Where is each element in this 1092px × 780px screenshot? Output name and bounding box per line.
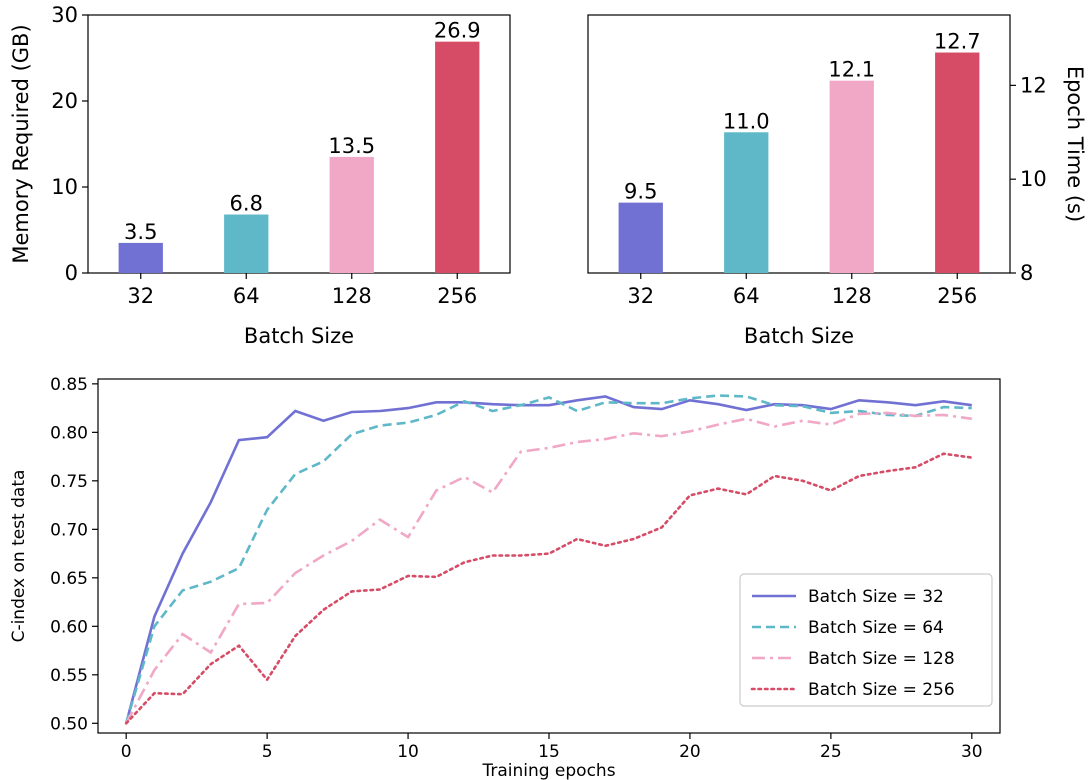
epoch-time-x-axis-label: Batch Size: [744, 324, 854, 348]
x-tick-label: 32: [127, 284, 154, 308]
x-tick-label: 64: [233, 284, 260, 308]
y-tick-label: 0.85: [50, 375, 88, 395]
x-tick-label: 256: [437, 284, 477, 308]
x-tick-label: 20: [679, 742, 701, 762]
y-tick-label: 0.60: [50, 617, 88, 637]
legend-entry-label: Batch Size = 256: [808, 680, 955, 700]
y-tick-label: 20: [51, 89, 78, 113]
memory-y-axis-label: Memory Required (GB): [9, 24, 33, 263]
x-tick-label: 128: [832, 284, 872, 308]
bar-value-label: 11.0: [723, 109, 770, 133]
x-tick-label: 0: [121, 742, 132, 762]
bar-128: [329, 156, 374, 273]
c-index-x-axis-label: Training epochs: [481, 761, 615, 780]
x-tick-label: 25: [820, 742, 842, 762]
bar-value-label: 6.8: [230, 192, 263, 216]
x-tick-label: 5: [262, 742, 273, 762]
bar-value-label: 3.5: [124, 220, 157, 244]
y-tick-label: 0.65: [50, 569, 88, 589]
x-tick-label: 32: [627, 284, 654, 308]
y-tick-label: 30: [51, 3, 78, 27]
c-index-line-chart: 0 5 10 15 20 25 30 0.50 0.55 0.60 0.65 0.70 0.75 0.8…: [9, 375, 1001, 780]
y-tick-label: 0.70: [50, 520, 88, 540]
legend-entry-label: Batch Size = 32: [808, 587, 944, 607]
bar-value-label: 12.1: [828, 58, 875, 82]
bar-256: [435, 41, 480, 273]
y-tick-label: 12: [1020, 73, 1047, 97]
x-tick-label: 256: [937, 284, 977, 308]
y-tick-label: 0.75: [50, 472, 88, 492]
legend-entry-label: Batch Size = 128: [808, 649, 955, 669]
bar-32: [118, 242, 163, 273]
y-tick-label: 8: [1020, 261, 1033, 285]
y-tick-label: 0: [65, 261, 78, 285]
y-tick-label: 0.80: [50, 423, 88, 443]
bar-value-label: 26.9: [434, 19, 481, 43]
epoch-time-y-axis-label: Epoch Time (s): [1063, 66, 1087, 222]
bar-32: [618, 202, 663, 273]
series-line-4: [124, 452, 974, 725]
c-index-y-axis-label: C-index on test data: [9, 470, 29, 643]
bar-256: [935, 52, 980, 274]
bar-128: [829, 80, 874, 273]
y-tick-label: 0.55: [50, 666, 88, 686]
epoch-time-plot-frame: [587, 14, 1011, 274]
legend: Batch Size = 32 Batch Size = 64 Batch Size…: [739, 573, 993, 707]
bar-value-label: 13.5: [328, 134, 375, 158]
y-tick-label: 10: [1020, 167, 1047, 191]
x-tick-label: 10: [397, 742, 419, 762]
x-tick-label: 30: [961, 742, 983, 762]
x-tick-label: 128: [332, 284, 372, 308]
epoch-time-bar-chart: 9.5 11.0 12.1 12.7 32 64 128 256 8 10 12 Batch S…: [587, 14, 1087, 348]
bar-value-label: 9.5: [624, 180, 657, 204]
memory-plot-frame: [87, 14, 511, 274]
x-tick-label: 64: [733, 284, 760, 308]
memory-x-axis-label: Batch Size: [244, 324, 354, 348]
series-line-1: [124, 395, 972, 724]
y-tick-label: 0.50: [50, 714, 88, 734]
bar-value-label: 12.7: [934, 30, 981, 54]
x-tick-label: 15: [538, 742, 560, 762]
legend-box: [739, 573, 993, 707]
bar-64: [224, 214, 269, 273]
memory-bar-chart: 3.5 6.8 13.5 26.9 32 64 128 256 0 10 20 30 Batch …: [9, 3, 511, 348]
legend-entry-label: Batch Size = 64: [808, 618, 944, 638]
bar-64: [724, 132, 769, 273]
y-tick-label: 10: [51, 175, 78, 199]
series-line-2: [124, 394, 972, 724]
